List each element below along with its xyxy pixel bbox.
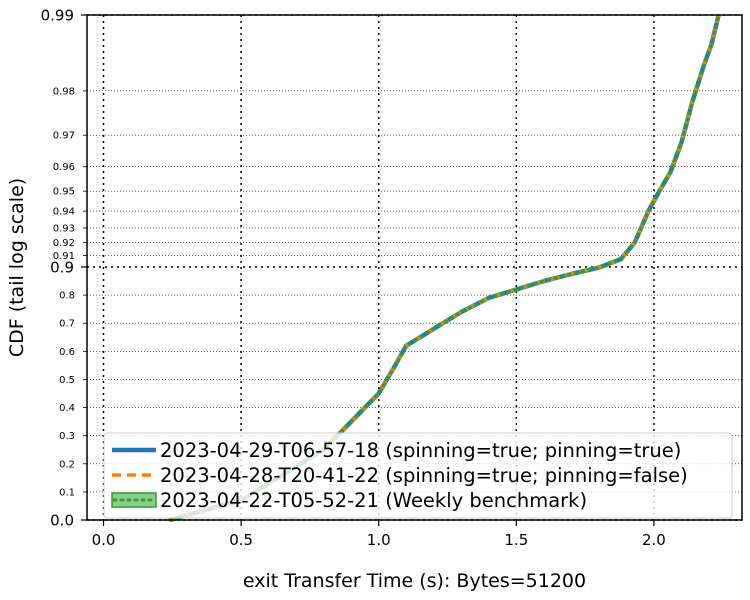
y-minor-tick-label: 0.98: [53, 86, 75, 97]
y-minor-tick-label: 0.2: [59, 459, 75, 470]
x-tick-label: 1.0: [367, 531, 391, 549]
x-tick-label: 2.0: [642, 531, 666, 549]
series-line-3: [168, 13, 721, 522]
x-tick-label: 1.5: [504, 531, 528, 549]
y-major-tick-label: 0.9: [50, 259, 74, 277]
x-tick-label: 0.5: [229, 531, 253, 549]
series-layer: [168, 13, 721, 523]
y-minor-tick-label: 0.3: [59, 431, 75, 442]
legend: 2023-04-29-T06-57-18 (spinning=true; pin…: [103, 432, 733, 519]
y-minor-tick-label: 0.94: [53, 207, 75, 218]
y-minor-tick-label: 0.95: [53, 187, 75, 198]
y-minor-tick-label: 0.7: [59, 319, 75, 330]
y-axis-label: CDF (tail log scale): [6, 178, 28, 357]
y-minor-tick-label: 0.96: [53, 162, 75, 173]
y-minor-tick-label: 0.6: [59, 347, 75, 358]
x-axis-label: exit Transfer Time (s): Bytes=51200: [243, 570, 586, 592]
x-tick-label: 0.0: [92, 531, 116, 549]
y-major-tick-label: 0.0: [50, 512, 74, 530]
y-minor-tick-label: 0.1: [59, 487, 75, 498]
y-minor-tick-label: 0.92: [53, 238, 75, 249]
y-minor-tick-label: 0.93: [53, 223, 75, 234]
y-major-tick-label: 0.99: [41, 7, 74, 25]
ticks-layer: 0.0 0.5 1.0 1.5 2.0 0.1 0.2 0.3 0.4 0.5 0.6 0.7 0.8 0…: [41, 7, 666, 550]
legend-label: 2023-04-22-T05-52-21 (Weekly benchmark): [160, 489, 587, 512]
y-minor-tick-label: 0.97: [53, 131, 75, 142]
y-minor-tick-label: 0.8: [59, 291, 75, 302]
y-minor-tick-label: 0.4: [59, 403, 75, 414]
legend-label: 2023-04-28-T20-41-22 (spinning=true; pin…: [160, 464, 688, 487]
legend-label: 2023-04-29-T06-57-18 (spinning=true; pin…: [160, 439, 681, 462]
y-minor-tick-label: 0.5: [59, 375, 75, 386]
y-minor-tick-label: 0.91: [53, 251, 75, 262]
legend-box: [103, 432, 733, 519]
